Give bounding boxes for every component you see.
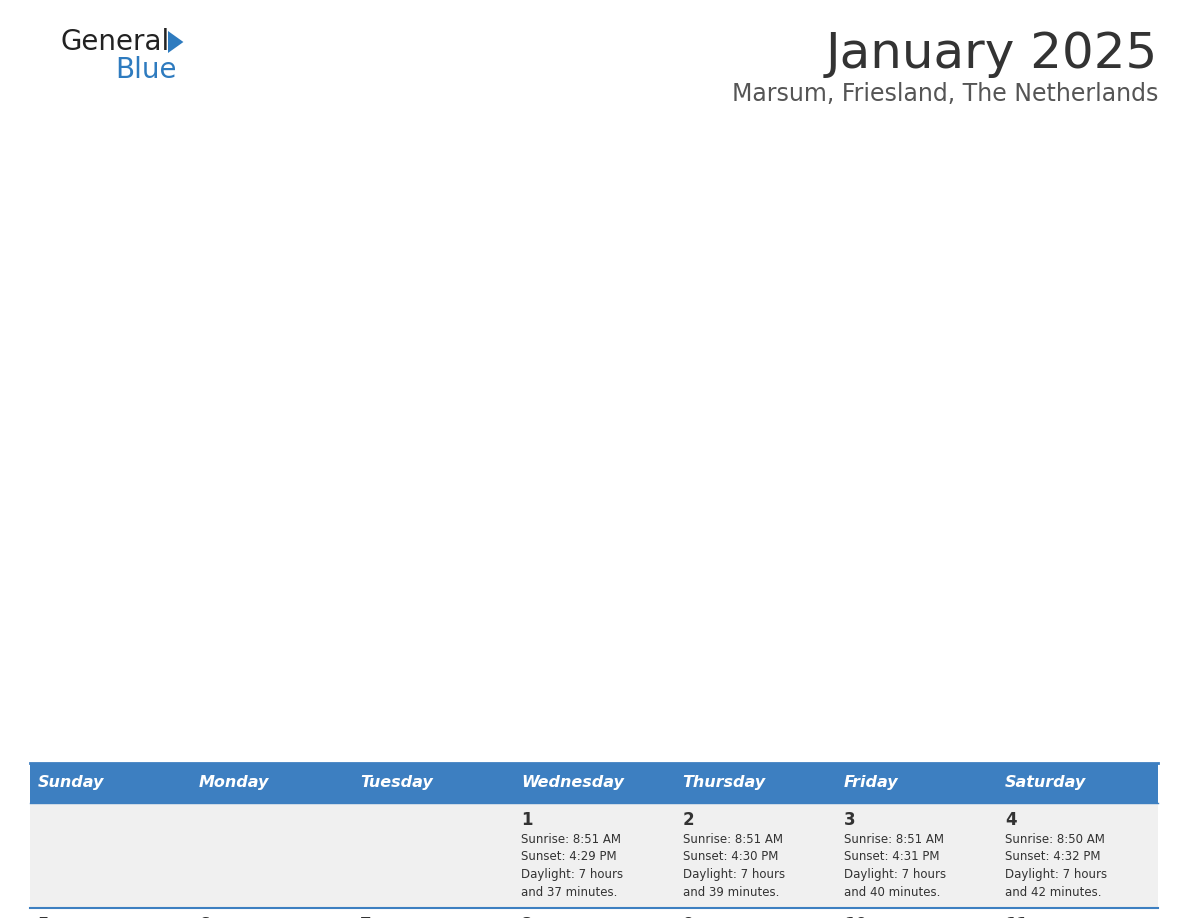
Bar	[353, 763, 513, 803]
Text: Sunrise: 8:51 AM
Sunset: 4:29 PM
Daylight: 7 hours
and 37 minutes.: Sunrise: 8:51 AM Sunset: 4:29 PM Dayligh…	[522, 833, 624, 899]
Text: Sunrise: 8:50 AM
Sunset: 4:32 PM
Daylight: 7 hours
and 42 minutes.: Sunrise: 8:50 AM Sunset: 4:32 PM Dayligh…	[1005, 833, 1107, 899]
Bar	[675, 908, 835, 918]
Text: General: General	[61, 28, 169, 56]
Text: Tuesday: Tuesday	[360, 776, 434, 790]
Bar	[835, 763, 997, 803]
Bar	[353, 908, 513, 918]
Text: 9: 9	[683, 916, 694, 918]
Bar	[997, 763, 1158, 803]
Bar	[675, 763, 835, 803]
Bar	[513, 908, 675, 918]
Bar	[353, 803, 513, 908]
Text: Marsum, Friesland, The Netherlands: Marsum, Friesland, The Netherlands	[732, 82, 1158, 106]
Bar	[191, 803, 353, 908]
Bar	[997, 908, 1158, 918]
Text: 3: 3	[843, 811, 855, 829]
Text: Friday: Friday	[843, 776, 898, 790]
Text: Monday: Monday	[200, 776, 270, 790]
Text: 11: 11	[1005, 916, 1028, 918]
Bar	[191, 763, 353, 803]
Text: Saturday: Saturday	[1005, 776, 1086, 790]
Bar	[997, 803, 1158, 908]
Bar	[191, 908, 353, 918]
Text: 7: 7	[360, 916, 372, 918]
Text: January 2025: January 2025	[826, 30, 1158, 78]
Polygon shape	[168, 31, 183, 53]
Bar	[835, 908, 997, 918]
Bar	[30, 803, 191, 908]
Text: 1: 1	[522, 811, 533, 829]
Text: Sunrise: 8:51 AM
Sunset: 4:30 PM
Daylight: 7 hours
and 39 minutes.: Sunrise: 8:51 AM Sunset: 4:30 PM Dayligh…	[683, 833, 785, 899]
Text: 10: 10	[843, 916, 867, 918]
Text: 8: 8	[522, 916, 533, 918]
Text: 4: 4	[1005, 811, 1017, 829]
Text: Sunday: Sunday	[38, 776, 105, 790]
Text: Wednesday: Wednesday	[522, 776, 625, 790]
Text: 6: 6	[200, 916, 210, 918]
Bar	[513, 803, 675, 908]
Bar	[30, 763, 191, 803]
Text: 5: 5	[38, 916, 50, 918]
Bar	[835, 803, 997, 908]
Text: Thursday: Thursday	[683, 776, 766, 790]
Text: Blue: Blue	[115, 56, 177, 84]
Bar	[30, 908, 191, 918]
Text: 2: 2	[683, 811, 694, 829]
Bar	[675, 803, 835, 908]
Text: Sunrise: 8:51 AM
Sunset: 4:31 PM
Daylight: 7 hours
and 40 minutes.: Sunrise: 8:51 AM Sunset: 4:31 PM Dayligh…	[843, 833, 946, 899]
Bar	[513, 763, 675, 803]
